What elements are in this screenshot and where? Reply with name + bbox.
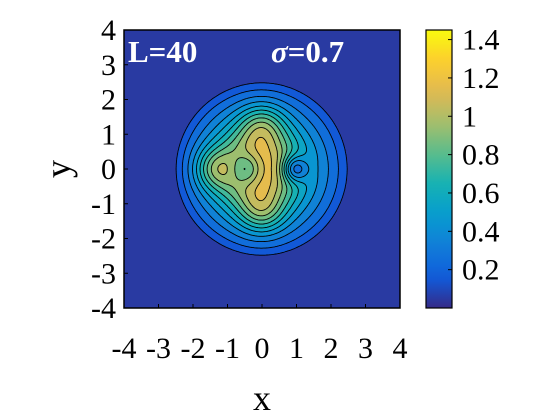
colorbar-fill xyxy=(426,30,452,308)
x-tick-label: 1 xyxy=(289,332,304,365)
contour-line xyxy=(196,105,307,233)
sigma-value: =0.7 xyxy=(288,34,344,69)
colorbar-tick-label: 0.6 xyxy=(462,177,500,210)
x-tick-label: -2 xyxy=(181,332,206,365)
contour-line xyxy=(254,136,272,202)
contour-line xyxy=(203,113,293,225)
contour-line xyxy=(192,101,319,237)
colorbar-tick-label: 0.8 xyxy=(462,139,500,172)
x-tick-label: -1 xyxy=(215,332,240,365)
x-tick-label: 3 xyxy=(358,332,373,365)
contour-line xyxy=(175,82,348,256)
x-tick-label: 4 xyxy=(393,332,408,365)
y-tick-label: 4 xyxy=(101,14,116,47)
contour-line xyxy=(187,95,329,243)
x-tick-label: 2 xyxy=(324,332,339,365)
y-tick-label: 1 xyxy=(101,118,116,151)
x-tick-label: 0 xyxy=(255,332,270,365)
y-tick-label: 2 xyxy=(101,84,116,117)
y-tick-label: -4 xyxy=(91,292,116,325)
y-tick-label: 3 xyxy=(101,49,116,82)
colorbar-tick-label: 0.4 xyxy=(462,215,500,248)
y-tick-label: 0 xyxy=(101,153,116,186)
colorbar: 1.4 1.2 1 0.8 0.6 0.4 0.2 xyxy=(425,24,500,309)
contour-line xyxy=(181,89,339,249)
contour-fill xyxy=(124,30,400,308)
annotation-sigma: σ=0.7 xyxy=(271,34,344,69)
y-tick-label: -3 xyxy=(91,257,116,290)
y-axis-label: y xyxy=(38,160,78,178)
colorbar-tick-label: 0.2 xyxy=(462,254,500,287)
contour-line xyxy=(210,121,283,217)
contour-line xyxy=(199,109,299,229)
colorbar-ticks: 1.4 1.2 1 0.8 0.6 0.4 0.2 xyxy=(448,24,500,287)
colorbar-tick-label: 1.2 xyxy=(462,62,500,95)
contour-line xyxy=(217,127,278,211)
plot-area xyxy=(123,29,401,309)
x-axis-ticks: -4 -3 -2 -1 0 1 2 3 4 xyxy=(112,304,408,365)
y-tick-label: -1 xyxy=(91,188,116,221)
x-axis-label: x xyxy=(253,378,271,418)
x-tick-label: -4 xyxy=(112,332,137,365)
contour-line xyxy=(206,117,288,221)
annotation-L: L=40 xyxy=(128,34,197,69)
x-tick-label: -3 xyxy=(146,332,171,365)
colorbar-tick-label: 1.4 xyxy=(462,24,500,57)
colorbar-tick-label: 1 xyxy=(462,100,477,133)
contour-lines xyxy=(175,82,348,256)
sigma-symbol: σ xyxy=(271,34,289,69)
y-tick-label: -2 xyxy=(91,223,116,256)
colorbar-frame xyxy=(425,29,453,309)
